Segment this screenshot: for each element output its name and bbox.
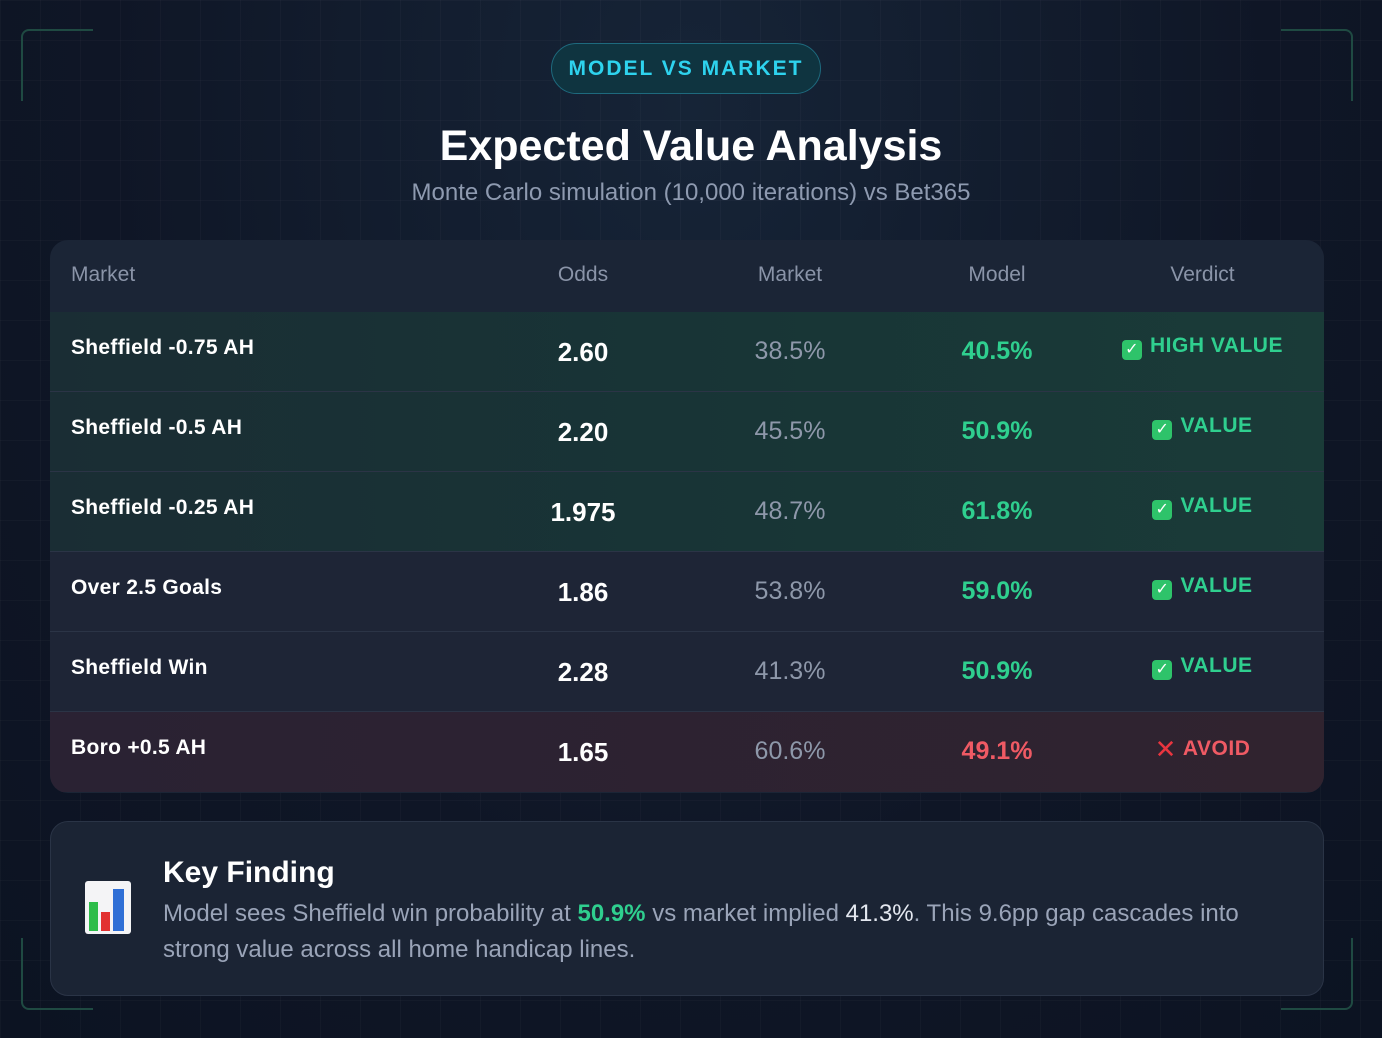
finding-text-part: Model sees Sheffield win probability at	[163, 900, 578, 927]
page-title: Expected Value Analysis	[439, 122, 943, 170]
row-market: Over 2.5 Goals	[71, 576, 223, 599]
row-odds: 2.28	[557, 657, 609, 687]
row-odds: 1.65	[557, 737, 609, 767]
row-model: 59.0%	[961, 577, 1033, 605]
row-market: Sheffield -0.5 AH	[71, 416, 243, 439]
row-market: Boro +0.5 AH	[71, 736, 207, 759]
row-model: 40.5%	[961, 337, 1033, 365]
header-implied: Market	[757, 263, 823, 286]
row-odds: 2.20	[557, 417, 609, 447]
table-row: Boro +0.5 AH 1.65 60.6% 49.1% ✕ AVOID	[50, 712, 1324, 792]
row-model: 50.9%	[961, 417, 1033, 445]
header-odds: Odds	[557, 263, 609, 286]
verdict-label: VALUE	[1180, 654, 1253, 677]
verdict-label: AVOID	[1182, 737, 1251, 760]
bar-chart-icon	[85, 881, 131, 934]
row-market: Sheffield -0.75 AH	[71, 336, 255, 359]
table-row: Sheffield -0.5 AH 2.20 45.5% 50.9% ✓ VALU…	[50, 392, 1324, 472]
verdict-label: VALUE	[1180, 574, 1253, 597]
finding-title: Key Finding	[163, 856, 335, 889]
row-implied: 60.6%	[754, 737, 826, 765]
row-odds: 1.975	[550, 497, 616, 527]
header-verdict: Verdict	[1170, 263, 1235, 286]
row-implied: 53.8%	[754, 577, 826, 605]
verdict-label: VALUE	[1180, 414, 1253, 437]
row-odds: 2.60	[557, 337, 609, 367]
header-model: Model	[968, 263, 1026, 286]
table-row: Sheffield -0.75 AH 2.60 38.5% 40.5% ✓ HIG…	[50, 312, 1324, 392]
section-badge: MODEL VS MARKET	[551, 43, 821, 94]
table-row: Sheffield Win 2.28 41.3% 50.9% ✓ VALUE	[50, 632, 1324, 712]
verdict-label: HIGH VALUE	[1150, 334, 1283, 357]
row-market: Sheffield -0.25 AH	[71, 496, 255, 519]
row-verdict: ✓ VALUE	[1090, 414, 1315, 440]
corner-frame-top-right	[1281, 29, 1353, 101]
table-header: Market Odds Market Model Verdict	[50, 240, 1324, 313]
row-implied: 48.7%	[754, 497, 826, 525]
row-market: Sheffield Win	[71, 656, 208, 679]
table-row: Sheffield -0.25 AH 1.975 48.7% 61.8% ✓ VA…	[50, 472, 1324, 552]
row-odds: 1.86	[557, 577, 609, 607]
row-implied: 45.5%	[754, 417, 826, 445]
check-icon: ✓	[1122, 340, 1143, 360]
row-implied: 38.5%	[754, 337, 826, 365]
row-verdict: ✓ VALUE	[1090, 654, 1315, 680]
finding-text-part: . This 9.6pp gap cascades into strong va…	[163, 900, 1239, 963]
row-model: 49.1%	[961, 737, 1033, 765]
verdict-label: VALUE	[1180, 494, 1253, 517]
key-finding-card: Key Finding Model sees Sheffield win pro…	[50, 821, 1324, 996]
row-verdict: ✓ HIGH VALUE	[1090, 334, 1315, 360]
check-icon: ✓	[1152, 660, 1173, 680]
check-icon: ✓	[1152, 500, 1173, 520]
row-implied: 41.3%	[754, 657, 826, 685]
row-verdict: ✕ AVOID	[1090, 734, 1315, 765]
table-row: Over 2.5 Goals 1.86 53.8% 59.0% ✓ VALUE	[50, 552, 1324, 632]
finding-highlight-market: 41.3%	[845, 900, 914, 927]
row-model: 61.8%	[961, 497, 1033, 525]
page-subtitle: Monte Carlo simulation (10,000 iteration…	[411, 179, 971, 206]
ev-table: Market Odds Market Model Verdict Sheffie…	[50, 240, 1324, 793]
corner-frame-bottom-right	[1281, 938, 1353, 1010]
finding-text-part: vs market implied	[645, 900, 846, 927]
corner-frame-top-left	[21, 29, 93, 101]
row-verdict: ✓ VALUE	[1090, 494, 1315, 520]
corner-frame-bottom-left	[21, 938, 93, 1010]
header-market: Market	[71, 263, 136, 286]
check-icon: ✓	[1152, 580, 1173, 600]
finding-text: Model sees Sheffield win probability at …	[163, 896, 1303, 968]
check-icon: ✓	[1152, 420, 1173, 440]
row-verdict: ✓ VALUE	[1090, 574, 1315, 600]
row-model: 50.9%	[961, 657, 1033, 685]
cross-icon: ✕	[1154, 734, 1177, 764]
finding-highlight-model: 50.9%	[577, 900, 646, 927]
